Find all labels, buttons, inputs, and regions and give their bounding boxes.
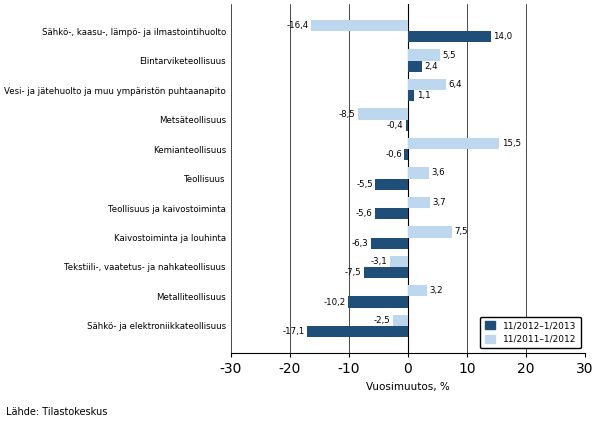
Bar (358, 109, 408, 120)
Bar (393, 315, 408, 326)
Bar (347, 296, 408, 308)
Bar (408, 90, 414, 101)
Bar (408, 197, 430, 208)
Text: Lähde: Tilastokeskus: Lähde: Tilastokeskus (6, 407, 108, 417)
Text: 7,5: 7,5 (454, 227, 468, 237)
Bar (364, 267, 408, 278)
Text: 3,7: 3,7 (432, 198, 446, 207)
Bar (408, 138, 499, 149)
Bar (311, 20, 408, 31)
Bar (376, 179, 408, 190)
Bar (390, 256, 408, 267)
Text: -3,1: -3,1 (371, 257, 388, 266)
Text: -17,1: -17,1 (282, 327, 304, 336)
Text: -6,3: -6,3 (352, 239, 368, 248)
Text: -5,5: -5,5 (356, 180, 373, 189)
Text: 3,6: 3,6 (432, 168, 445, 178)
Text: -0,6: -0,6 (385, 150, 402, 159)
Bar (404, 149, 408, 160)
Text: -2,5: -2,5 (374, 316, 391, 325)
Bar (408, 50, 440, 61)
Text: 14,0: 14,0 (493, 32, 512, 41)
Text: -0,4: -0,4 (386, 121, 403, 130)
Bar (408, 168, 429, 179)
Bar (375, 208, 408, 219)
X-axis label: Vuosimuutos, %: Vuosimuutos, % (366, 381, 450, 392)
Bar (408, 79, 446, 90)
Text: -7,5: -7,5 (344, 268, 361, 277)
Text: -16,4: -16,4 (286, 21, 309, 30)
Text: -8,5: -8,5 (338, 109, 355, 119)
Text: -10,2: -10,2 (323, 298, 345, 306)
Text: 6,4: 6,4 (448, 80, 462, 89)
Text: -5,6: -5,6 (356, 209, 373, 218)
Bar (371, 237, 408, 249)
Text: 1,1: 1,1 (417, 91, 431, 100)
Bar (307, 326, 408, 337)
Bar (408, 285, 427, 296)
Bar (408, 61, 422, 72)
Text: 5,5: 5,5 (443, 51, 456, 60)
Bar (408, 226, 452, 237)
Legend: 11/2012–1/2013, 11/2011–1/2012: 11/2012–1/2013, 11/2011–1/2012 (480, 317, 581, 349)
Text: 3,2: 3,2 (429, 286, 443, 296)
Bar (405, 120, 408, 131)
Bar (408, 31, 490, 43)
Text: 2,4: 2,4 (425, 62, 438, 71)
Text: 15,5: 15,5 (502, 139, 521, 148)
